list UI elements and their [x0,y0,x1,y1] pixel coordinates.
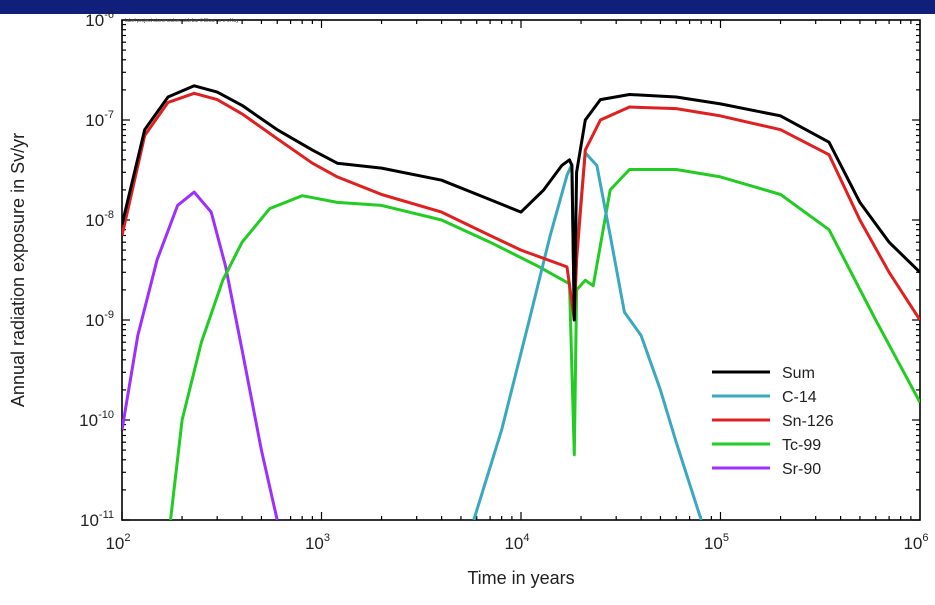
y-tick-label: 10-10 [79,409,114,430]
series-line-sum [122,84,920,322]
legend: Sum C-14 Sn-126 Tc-99 Sr-90 [712,365,834,478]
x-tick-label: 106 [903,532,928,553]
series-line-sn-126 [122,91,920,322]
y-axis-title: Annual radiation exposure in Sv/yr [8,133,28,407]
title-band [0,0,935,14]
x-tick-labels: 102 103 104 105 106 [105,532,928,553]
y-tick-label: 10-7 [85,109,114,130]
y-tick-label: 10-11 [80,509,114,530]
x-tick-label: 104 [504,532,529,553]
x-tick-label: 105 [704,532,729,553]
y-tick-labels: 10-11 10-10 10-9 10-8 10-7 10-6 [79,9,114,530]
x-axis-title: Time in years [467,568,574,588]
legend-label: Sr-90 [782,461,821,478]
y-tick-label: 10-8 [85,209,114,230]
legend-label: Sum [782,365,815,382]
series-line-sr-90 [122,190,279,520]
legend-label: Tc-99 [782,437,821,454]
legend-label: Sn-126 [782,413,834,430]
legend-label: C-14 [782,389,817,406]
series-lines [122,84,920,520]
x-tick-label: 102 [105,532,130,553]
plot-area: label project stone sicken sidebar il Bl… [121,18,921,521]
y-tick-label: 10-6 [85,9,114,30]
y-tick-label: 10-9 [85,309,114,330]
x-tick-label: 103 [305,532,330,553]
minor-ticks [121,20,920,521]
